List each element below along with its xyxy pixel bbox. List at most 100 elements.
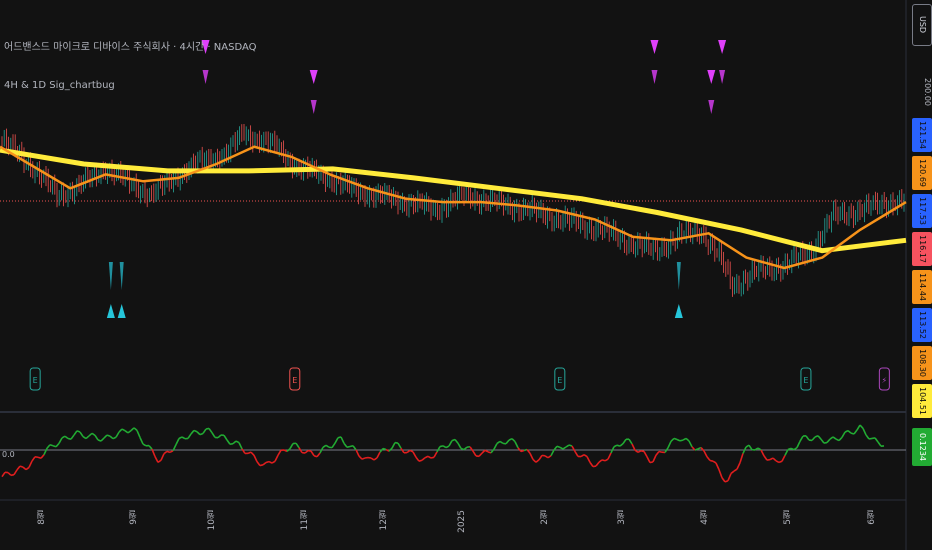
oscillator-segment bbox=[379, 447, 384, 453]
sell-signal-marker bbox=[718, 40, 727, 54]
oscillator-segment bbox=[196, 431, 201, 436]
oscillator-segment bbox=[286, 448, 291, 452]
oscillator-segment bbox=[712, 460, 717, 464]
oscillator-group bbox=[1, 424, 885, 483]
sell-signal-marker bbox=[202, 70, 209, 84]
oscillator-segment bbox=[496, 440, 501, 445]
oscillator-segment bbox=[343, 442, 348, 448]
oscillator-segment bbox=[487, 451, 492, 454]
oscillator-segment bbox=[460, 447, 465, 451]
oscillator-segment bbox=[550, 449, 555, 457]
oscillator-segment bbox=[766, 458, 771, 461]
oscillator-segment bbox=[736, 462, 741, 470]
oscillator-segment bbox=[154, 456, 159, 463]
buy-signal-marker bbox=[117, 304, 126, 318]
oscillator-segment bbox=[691, 446, 696, 451]
time-axis-label: 8월 bbox=[37, 510, 47, 525]
oscillator-segment bbox=[631, 443, 636, 451]
oscillator-segment bbox=[481, 449, 486, 454]
oscillator-segment bbox=[835, 438, 840, 442]
currency-button[interactable]: USD bbox=[912, 4, 932, 46]
oscillator-segment bbox=[592, 465, 597, 468]
oscillator-segment bbox=[805, 435, 810, 441]
oscillator-segment bbox=[199, 432, 204, 436]
oscillator-segment bbox=[415, 456, 420, 462]
oscillator-segment bbox=[13, 469, 18, 476]
oscillator-segment bbox=[433, 451, 438, 458]
oscillator-segment bbox=[754, 447, 759, 451]
oscillator-segment bbox=[700, 447, 705, 452]
sell-signal-marker bbox=[309, 70, 318, 84]
oscillator-segment bbox=[856, 424, 861, 431]
earnings-event-letter: E bbox=[557, 376, 562, 385]
oscillator-segment bbox=[658, 450, 663, 454]
oscillator-segment bbox=[325, 444, 330, 448]
oscillator-segment bbox=[421, 457, 426, 461]
oscillator-segment bbox=[55, 442, 60, 448]
oscillator-segment bbox=[604, 458, 609, 462]
oscillator-segment bbox=[850, 432, 855, 435]
oscillator-segment bbox=[457, 442, 462, 449]
oscillator-segment bbox=[235, 440, 240, 444]
oscillator-segment bbox=[847, 430, 852, 434]
oscillator-segment bbox=[334, 437, 339, 444]
candles-group bbox=[1, 123, 905, 297]
oscillator-segment bbox=[397, 442, 402, 449]
oscillator-segment bbox=[181, 436, 186, 440]
oscillator-segment bbox=[271, 460, 276, 464]
oscillator-segment bbox=[19, 465, 24, 468]
oscillator-segment bbox=[859, 424, 864, 429]
oscillator-segment bbox=[718, 469, 723, 479]
oscillator-segment bbox=[817, 435, 822, 440]
oscillator-segment bbox=[73, 430, 78, 436]
oscillator-segment bbox=[601, 459, 606, 462]
oscillator-segment bbox=[424, 455, 429, 459]
oscillator-segment bbox=[865, 434, 870, 440]
oscillator-segment bbox=[130, 427, 135, 432]
oscillator-segment bbox=[799, 435, 804, 442]
oscillator-segment bbox=[820, 438, 825, 444]
oscillator-segment bbox=[241, 448, 246, 454]
oscillator-segment bbox=[121, 428, 126, 432]
oscillator-segment bbox=[382, 447, 387, 451]
oscillator-segment bbox=[67, 437, 72, 440]
oscillator-segment bbox=[316, 452, 321, 458]
oscillator-segment bbox=[229, 442, 234, 446]
oscillator-segment bbox=[829, 436, 834, 440]
oscillator-segment bbox=[871, 437, 876, 440]
oscillator-segment bbox=[166, 450, 171, 454]
oscillator-segment bbox=[682, 437, 687, 441]
slow-ma-line bbox=[0, 147, 907, 254]
time-axis-label: 4월 bbox=[700, 510, 710, 525]
oscillator-segment bbox=[148, 445, 153, 450]
oscillator-segment bbox=[157, 459, 162, 464]
price-scale-label: 120.69 bbox=[912, 156, 932, 190]
oscillator-segment bbox=[589, 461, 594, 468]
oscillator-segment bbox=[742, 446, 747, 454]
earnings-event-marker bbox=[800, 367, 812, 391]
oscillator-segment bbox=[568, 444, 573, 447]
oscillator-segment bbox=[436, 446, 441, 453]
oscillator-segment bbox=[106, 434, 111, 437]
price-scale-label: 104.51 bbox=[912, 384, 932, 418]
oscillator-segment bbox=[730, 470, 735, 475]
oscillator-segment bbox=[139, 437, 144, 445]
oscillator-segment bbox=[1, 471, 6, 478]
sell-signal-marker bbox=[651, 70, 658, 84]
buy-signal-marker bbox=[676, 262, 681, 290]
earnings-event-letter: E bbox=[33, 376, 38, 385]
oscillator-segment bbox=[43, 447, 48, 456]
oscillator-segment bbox=[418, 459, 423, 462]
oscillator-segment bbox=[352, 445, 357, 451]
oscillator-segment bbox=[187, 433, 192, 439]
oscillator-segment bbox=[190, 429, 195, 435]
oscillator-segment bbox=[88, 432, 93, 437]
oscillator-segment bbox=[340, 436, 345, 444]
oscillator-segment bbox=[70, 434, 75, 440]
oscillator-segment bbox=[610, 446, 615, 454]
oscillator-segment bbox=[826, 438, 831, 444]
oscillator-segment bbox=[748, 444, 753, 451]
oscillator-segment bbox=[490, 448, 495, 454]
oscillator-segment bbox=[349, 444, 354, 448]
